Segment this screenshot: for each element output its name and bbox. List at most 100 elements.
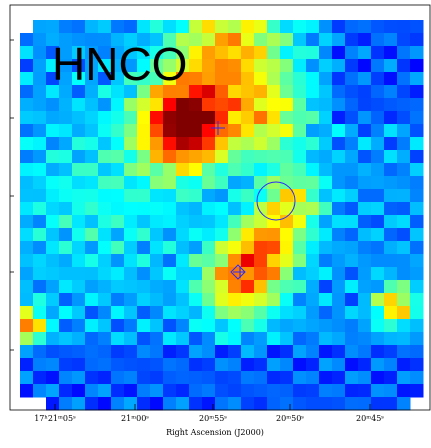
map-cell <box>137 267 151 281</box>
map-cell <box>137 319 151 333</box>
map-cell <box>397 306 411 320</box>
map-cell <box>111 358 125 372</box>
map-cell <box>20 85 34 99</box>
map-cell <box>163 176 177 190</box>
map-cell <box>371 241 385 255</box>
map-cell <box>111 293 125 307</box>
map-cell <box>137 33 151 47</box>
map-cell <box>293 267 307 281</box>
map-cell <box>384 267 398 281</box>
map-cell <box>202 202 216 216</box>
map-cell <box>124 85 138 99</box>
map-cell <box>280 111 294 125</box>
map-cell <box>163 85 177 99</box>
map-cell <box>397 176 411 190</box>
map-cell <box>267 397 281 411</box>
map-cell <box>98 111 112 125</box>
map-cell <box>72 293 86 307</box>
map-cell <box>150 228 164 242</box>
map-cell <box>306 358 320 372</box>
map-cell <box>371 267 385 281</box>
map-cell <box>20 228 34 242</box>
map-cell <box>189 111 203 125</box>
map-cell <box>228 137 242 151</box>
map-cell <box>189 137 203 151</box>
map-cell <box>59 150 73 164</box>
map-cell <box>72 228 86 242</box>
map-cell <box>410 20 424 34</box>
map-cell <box>306 20 320 34</box>
map-cell <box>384 280 398 294</box>
map-cell <box>345 319 359 333</box>
map-cell <box>189 384 203 398</box>
map-cell <box>332 215 346 229</box>
map-cell <box>241 332 255 346</box>
map-cell <box>228 111 242 125</box>
map-cell <box>72 254 86 268</box>
map-cell <box>332 20 346 34</box>
map-cell <box>280 345 294 359</box>
map-cell <box>267 202 281 216</box>
map-cell <box>410 46 424 60</box>
map-cell <box>176 397 190 411</box>
map-cell <box>176 163 190 177</box>
map-cell <box>345 46 359 60</box>
map-cell <box>85 241 99 255</box>
map-cell <box>345 163 359 177</box>
map-cell <box>111 150 125 164</box>
map-cell <box>33 189 47 203</box>
map-cell <box>59 371 73 385</box>
map-cell <box>163 384 177 398</box>
map-cell <box>319 46 333 60</box>
map-cell <box>176 137 190 151</box>
map-cell <box>46 98 60 112</box>
map-cell <box>306 215 320 229</box>
map-cell <box>345 241 359 255</box>
map-cell <box>215 267 229 281</box>
map-cell <box>85 384 99 398</box>
map-cell <box>319 33 333 47</box>
map-cell <box>137 241 151 255</box>
map-cell <box>111 384 125 398</box>
map-cell <box>176 111 190 125</box>
map-cell <box>215 163 229 177</box>
map-cell <box>241 20 255 34</box>
map-cell <box>59 332 73 346</box>
map-cell <box>306 332 320 346</box>
map-cell <box>59 72 73 86</box>
map-cell <box>202 189 216 203</box>
x-axis-label: Right Ascension (J2000) <box>166 428 264 437</box>
map-cell <box>176 384 190 398</box>
map-cell <box>189 332 203 346</box>
map-cell <box>215 345 229 359</box>
map-cell <box>189 293 203 307</box>
map-cell <box>254 59 268 73</box>
map-cell <box>254 163 268 177</box>
map-cell <box>293 111 307 125</box>
map-cell <box>202 46 216 60</box>
map-cell <box>332 267 346 281</box>
map-cell <box>267 241 281 255</box>
map-cell <box>202 293 216 307</box>
map-cell <box>267 306 281 320</box>
map-cell <box>150 46 164 60</box>
map-cell <box>33 124 47 138</box>
map-cell <box>124 176 138 190</box>
map-cell <box>215 332 229 346</box>
map-cell <box>98 228 112 242</box>
map-cell <box>72 33 86 47</box>
map-cell <box>384 319 398 333</box>
map-cell <box>332 319 346 333</box>
map-cell <box>293 150 307 164</box>
map-cell <box>371 345 385 359</box>
map-cell <box>72 137 86 151</box>
map-cell <box>98 254 112 268</box>
map-cell <box>267 59 281 73</box>
map-cell <box>150 72 164 86</box>
map-cell <box>59 189 73 203</box>
map-cell <box>306 33 320 47</box>
map-cell <box>319 202 333 216</box>
map-cell <box>280 241 294 255</box>
map-cell <box>189 397 203 411</box>
map-cell <box>410 72 424 86</box>
